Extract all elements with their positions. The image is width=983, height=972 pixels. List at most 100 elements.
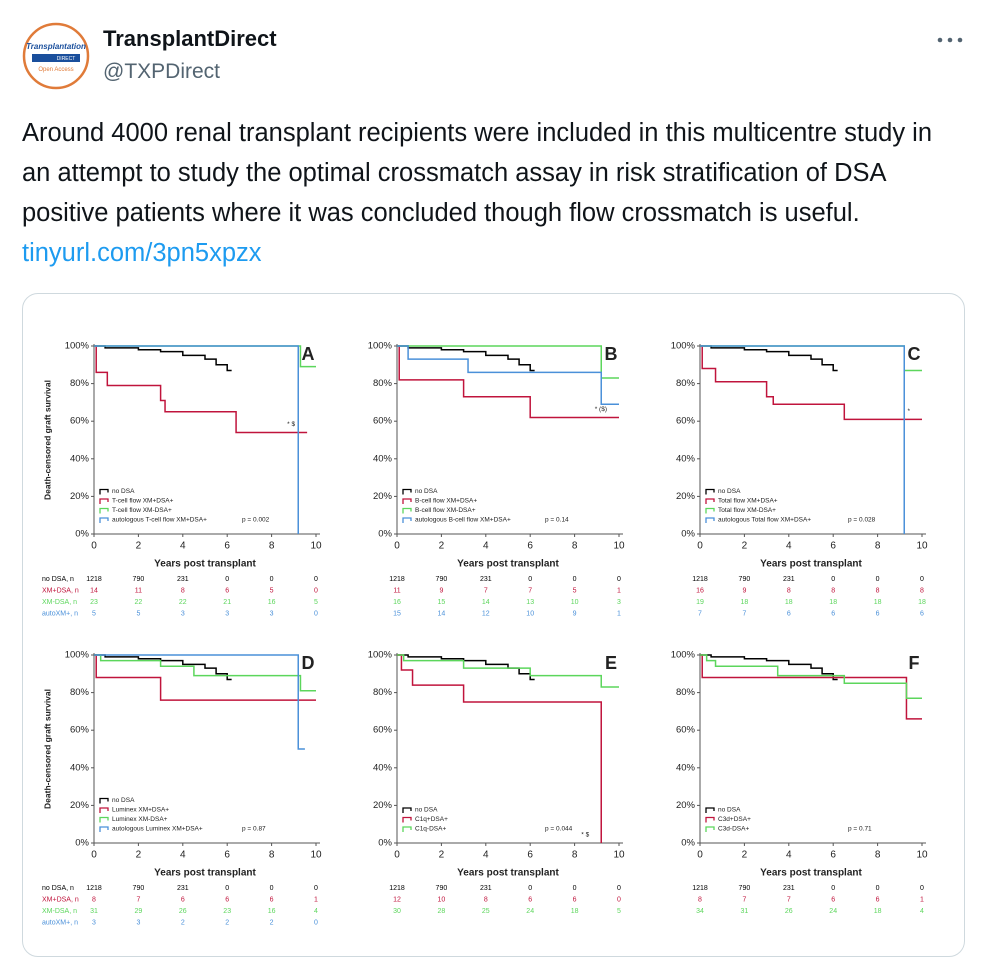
x-tick-label: 2 bbox=[439, 850, 445, 861]
x-tick-label: 4 bbox=[483, 541, 489, 552]
survival-curve bbox=[397, 345, 619, 419]
risk-count: 13 bbox=[526, 599, 534, 606]
risk-count: 0 bbox=[528, 576, 532, 583]
risk-count: 6 bbox=[831, 610, 835, 617]
risk-count: 9 bbox=[573, 610, 577, 617]
risk-count: 28 bbox=[438, 908, 446, 915]
risk-count: 790 bbox=[133, 576, 145, 583]
y-tick-label: 40% bbox=[70, 762, 90, 773]
risk-count: 24 bbox=[829, 908, 837, 915]
p-value: p = 0.028 bbox=[848, 517, 876, 524]
y-tick-label: 20% bbox=[676, 491, 696, 502]
x-axis-title: Years post transplant bbox=[760, 868, 862, 879]
x-tick-label: 4 bbox=[483, 850, 489, 861]
survival-curve bbox=[397, 654, 602, 843]
risk-count: 24 bbox=[526, 908, 534, 915]
survival-curve bbox=[94, 654, 305, 750]
survival-curve bbox=[700, 654, 838, 681]
risk-count: 3 bbox=[181, 610, 185, 617]
risk-row-label: XM-DSA, n bbox=[42, 908, 77, 915]
handle[interactable]: @TXPDirect bbox=[103, 60, 220, 83]
risk-count: 9 bbox=[439, 587, 443, 594]
avatar-bar bbox=[32, 54, 80, 62]
risk-count: 5 bbox=[314, 599, 318, 606]
avatar[interactable]: Transplantation DIRECT Open Access bbox=[22, 22, 90, 90]
risk-count: 7 bbox=[787, 896, 791, 903]
display-name[interactable]: TransplantDirect bbox=[103, 26, 277, 51]
legend-swatch bbox=[402, 517, 412, 523]
legend-label: B-cell flow XM-DSA+ bbox=[415, 507, 476, 514]
risk-count: 1218 bbox=[86, 885, 102, 892]
risk-count: 18 bbox=[874, 599, 882, 606]
x-tick-label: 10 bbox=[613, 541, 625, 552]
panel-label: C bbox=[908, 344, 921, 364]
x-tick-label: 6 bbox=[830, 541, 836, 552]
media[interactable]: 0% 20% 40% 60% 80% 100% 0 2 4 6 8 10 Years post tran… bbox=[22, 293, 965, 957]
risk-count: 18 bbox=[571, 908, 579, 915]
y-tick-label: 20% bbox=[676, 800, 696, 811]
avatar-badge: Open Access bbox=[38, 67, 73, 73]
risk-count: 6 bbox=[920, 610, 924, 617]
y-tick-label: 0% bbox=[378, 529, 392, 540]
risk-count: 6 bbox=[876, 896, 880, 903]
x-tick-label: 8 bbox=[875, 541, 881, 552]
x-tick-label: 10 bbox=[613, 850, 625, 861]
y-tick-label: 60% bbox=[676, 725, 696, 736]
legend-swatch bbox=[705, 807, 715, 813]
risk-count: 34 bbox=[696, 908, 704, 915]
legend-swatch bbox=[705, 488, 715, 495]
risk-count: 790 bbox=[739, 576, 751, 583]
risk-count: 0 bbox=[314, 885, 318, 892]
x-axis-title: Years post transplant bbox=[457, 868, 559, 879]
risk-count: 231 bbox=[783, 576, 795, 583]
risk-count: 8 bbox=[698, 896, 702, 903]
risk-count: 231 bbox=[783, 885, 795, 892]
x-tick-label: 2 bbox=[136, 541, 142, 552]
risk-row-label: XM+DSA, n bbox=[42, 587, 79, 594]
risk-count: 0 bbox=[831, 576, 835, 583]
risk-count: 22 bbox=[135, 599, 143, 606]
risk-count: 0 bbox=[617, 576, 621, 583]
risk-count: 9 bbox=[742, 587, 746, 594]
x-tick-label: 4 bbox=[180, 850, 186, 861]
survival-curve bbox=[397, 654, 535, 681]
risk-row-label: XM+DSA, n bbox=[42, 896, 79, 903]
y-axis-title: Death-censored graft survival bbox=[42, 380, 52, 500]
y-tick-label: 100% bbox=[671, 341, 696, 352]
risk-count: 231 bbox=[480, 576, 492, 583]
legend-label: no DSA bbox=[415, 488, 438, 495]
legend-swatch bbox=[99, 826, 109, 832]
x-tick-label: 4 bbox=[786, 850, 792, 861]
legend-label: no DSA bbox=[112, 488, 135, 495]
risk-count: 22 bbox=[179, 599, 187, 606]
risk-count: 26 bbox=[179, 908, 187, 915]
y-tick-label: 40% bbox=[676, 762, 696, 773]
risk-count: 5 bbox=[92, 610, 96, 617]
survival-curve bbox=[700, 654, 922, 699]
risk-count: 21 bbox=[223, 599, 231, 606]
more-menu[interactable] bbox=[936, 34, 964, 46]
panel-label: A bbox=[302, 344, 315, 364]
y-tick-label: 60% bbox=[70, 416, 90, 427]
survival-curve bbox=[700, 345, 922, 421]
risk-count: 8 bbox=[920, 587, 924, 594]
risk-count: 790 bbox=[436, 885, 448, 892]
legend-swatch bbox=[99, 488, 109, 495]
tweet-link[interactable]: tinyurl.com/3pn5xpzx bbox=[22, 239, 262, 267]
legend-swatch bbox=[402, 826, 412, 832]
legend-label: autologous B-cell flow XM+DSA+ bbox=[415, 517, 511, 524]
legend-swatch bbox=[99, 807, 109, 813]
legend-swatch bbox=[99, 797, 109, 804]
risk-count: 2 bbox=[181, 919, 185, 926]
x-tick-label: 0 bbox=[394, 850, 400, 861]
risk-count: 11 bbox=[393, 587, 400, 594]
x-tick-label: 0 bbox=[91, 541, 97, 552]
legend-swatch bbox=[705, 826, 715, 832]
risk-count: 10 bbox=[438, 896, 446, 903]
legend-label: Luminex XM-DSA+ bbox=[112, 816, 168, 823]
risk-count: 14 bbox=[90, 587, 98, 594]
risk-count: 0 bbox=[225, 885, 229, 892]
x-axis-title: Years post transplant bbox=[154, 868, 256, 879]
legend-label: no DSA bbox=[415, 807, 438, 814]
risk-count: 3 bbox=[270, 610, 274, 617]
